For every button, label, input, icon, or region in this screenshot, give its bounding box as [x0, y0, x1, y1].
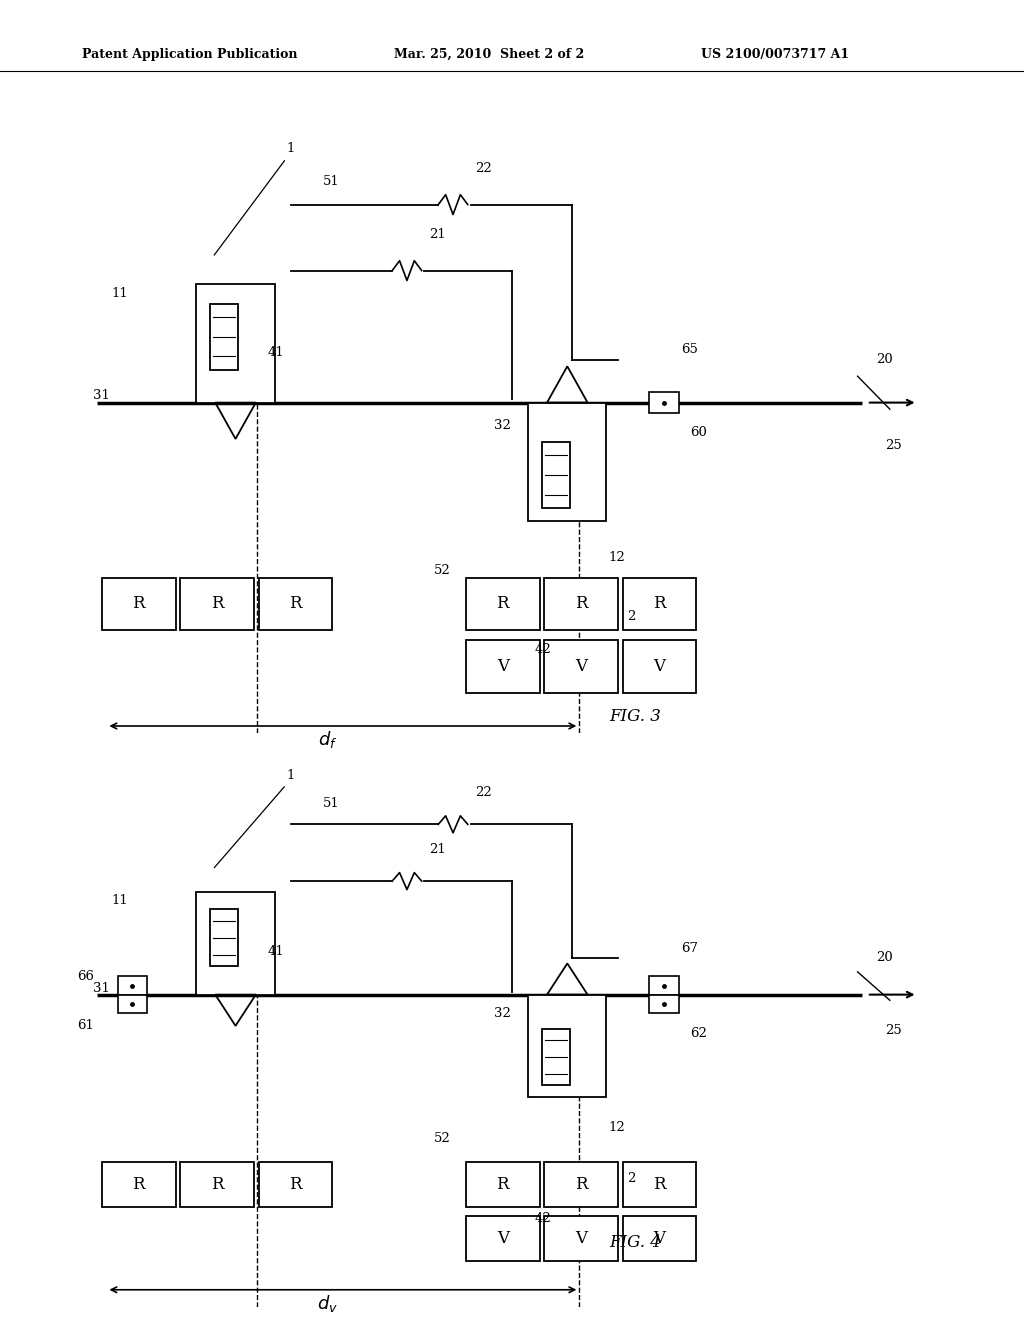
Text: 42: 42	[536, 643, 552, 656]
Text: $d_f$: $d_f$	[317, 729, 338, 750]
Text: 51: 51	[324, 174, 340, 187]
Text: 61: 61	[77, 1019, 94, 1032]
Text: R: R	[497, 1176, 509, 1193]
Text: 67: 67	[681, 942, 697, 956]
Bar	[197, 892, 274, 995]
Text: R: R	[132, 595, 145, 612]
Text: 2: 2	[627, 1172, 636, 1185]
FancyBboxPatch shape	[258, 578, 332, 630]
FancyBboxPatch shape	[180, 1162, 254, 1208]
Text: Patent Application Publication: Patent Application Publication	[82, 48, 297, 61]
Text: R: R	[574, 1176, 588, 1193]
Bar	[649, 392, 679, 413]
Bar	[210, 909, 238, 966]
Text: R: R	[289, 595, 302, 612]
Text: 31: 31	[92, 982, 110, 995]
FancyBboxPatch shape	[623, 1216, 696, 1262]
Bar	[542, 1028, 569, 1085]
Text: 62: 62	[690, 1027, 707, 1040]
Text: V: V	[575, 1230, 587, 1247]
Text: 32: 32	[494, 1007, 510, 1020]
Text: V: V	[653, 659, 666, 675]
FancyBboxPatch shape	[623, 1162, 696, 1208]
Bar	[649, 977, 679, 995]
Text: $d_v$: $d_v$	[317, 1292, 338, 1313]
Text: 22: 22	[475, 785, 492, 799]
Text: 22: 22	[475, 161, 492, 174]
Text: 21: 21	[429, 842, 445, 855]
Text: R: R	[574, 595, 588, 612]
Text: 52: 52	[434, 1133, 451, 1146]
FancyBboxPatch shape	[466, 640, 540, 693]
Text: 21: 21	[429, 227, 445, 240]
Text: 11: 11	[111, 286, 128, 300]
Text: 1: 1	[287, 141, 295, 154]
Text: 11: 11	[111, 894, 128, 907]
Text: V: V	[497, 659, 509, 675]
Text: 60: 60	[690, 425, 707, 438]
Text: 1: 1	[287, 770, 295, 781]
Text: Mar. 25, 2010  Sheet 2 of 2: Mar. 25, 2010 Sheet 2 of 2	[394, 48, 585, 61]
Bar	[542, 442, 569, 508]
Text: R: R	[653, 1176, 666, 1193]
FancyBboxPatch shape	[466, 1162, 540, 1208]
FancyBboxPatch shape	[545, 1216, 618, 1262]
Text: 12: 12	[609, 550, 626, 564]
Text: R: R	[653, 595, 666, 612]
FancyBboxPatch shape	[623, 578, 696, 630]
Text: 66: 66	[77, 970, 94, 983]
Text: 32: 32	[494, 418, 510, 432]
Text: 65: 65	[681, 343, 697, 356]
Text: 20: 20	[877, 950, 893, 964]
Text: US 2100/0073717 A1: US 2100/0073717 A1	[701, 48, 850, 61]
Text: V: V	[575, 659, 587, 675]
Text: 42: 42	[536, 1212, 552, 1225]
Text: 41: 41	[268, 346, 285, 359]
Bar	[118, 977, 147, 995]
Text: V: V	[653, 1230, 666, 1247]
FancyBboxPatch shape	[623, 640, 696, 693]
Bar	[528, 403, 606, 521]
Text: V: V	[497, 1230, 509, 1247]
Text: R: R	[289, 1176, 302, 1193]
Text: 52: 52	[434, 564, 451, 577]
Text: FIG. 3: FIG. 3	[609, 708, 660, 725]
Text: 31: 31	[92, 389, 110, 403]
Text: FIG. 4: FIG. 4	[609, 1234, 660, 1251]
Text: 12: 12	[609, 1121, 626, 1134]
Text: 20: 20	[877, 352, 893, 366]
Text: R: R	[132, 1176, 145, 1193]
Bar	[210, 304, 238, 370]
Text: R: R	[211, 595, 223, 612]
FancyBboxPatch shape	[545, 578, 618, 630]
FancyBboxPatch shape	[466, 578, 540, 630]
FancyBboxPatch shape	[466, 1216, 540, 1262]
FancyBboxPatch shape	[180, 578, 254, 630]
Bar	[118, 995, 147, 1012]
Bar	[528, 995, 606, 1097]
Text: R: R	[497, 595, 509, 612]
FancyBboxPatch shape	[102, 578, 176, 630]
FancyBboxPatch shape	[258, 1162, 332, 1208]
Text: 2: 2	[627, 610, 636, 623]
Text: 41: 41	[268, 945, 285, 958]
FancyBboxPatch shape	[102, 1162, 176, 1208]
FancyBboxPatch shape	[545, 1162, 618, 1208]
Text: R: R	[211, 1176, 223, 1193]
Text: 25: 25	[885, 1024, 902, 1038]
Bar	[197, 284, 274, 403]
Bar	[649, 995, 679, 1012]
Text: 25: 25	[885, 438, 902, 451]
FancyBboxPatch shape	[545, 640, 618, 693]
Text: 51: 51	[324, 797, 340, 810]
